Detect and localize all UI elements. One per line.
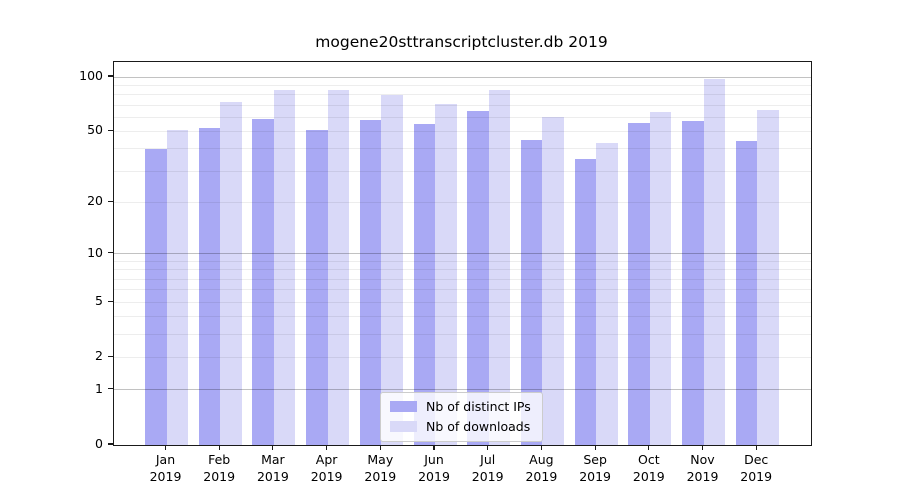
gridline-4 <box>114 316 811 318</box>
x-tick-label-oct: Oct 2019 <box>632 452 665 484</box>
y-tick-mark-0 <box>108 443 113 445</box>
gridline-8 <box>114 269 811 271</box>
x-tick-label-feb: Feb 2019 <box>203 452 236 484</box>
gridline-9 <box>114 260 811 262</box>
x-tick-label-apr: Apr 2019 <box>310 452 343 484</box>
x-tick-mark-oct <box>648 445 650 450</box>
gridline-30 <box>114 170 811 172</box>
legend-label-downloads: Nb of downloads <box>426 419 531 434</box>
gridline-3 <box>114 333 811 335</box>
x-tick-mark-dec <box>755 445 757 450</box>
y-tick-label-10: 10 <box>87 244 103 260</box>
bar-nb-of-downloads-jan <box>166 129 188 445</box>
bar-nb-of-distinct-ips-jan <box>145 148 167 445</box>
y-tick-mark-10 <box>108 252 113 254</box>
bar-nb-of-downloads-jul <box>488 89 511 445</box>
gridline-5 <box>114 301 811 303</box>
x-tick-mark-jul <box>487 445 489 450</box>
chart-title: mogene20sttranscriptcluster.db 2019 <box>315 33 608 51</box>
y-tick-label-100: 100 <box>79 68 103 83</box>
x-tick-mark-may <box>379 445 381 450</box>
x-tick-label-dec: Dec 2019 <box>740 452 773 484</box>
bar-nb-of-downloads-nov <box>703 78 725 445</box>
gridline-6 <box>114 289 811 291</box>
y-tick-label-50: 50 <box>87 122 103 138</box>
x-tick-mark-nov <box>701 445 704 450</box>
y-tick-mark-100 <box>108 75 113 77</box>
y-tick-label-20: 20 <box>87 193 103 209</box>
gridline-10 <box>114 253 811 255</box>
bar-nb-of-distinct-ips-apr <box>306 129 328 445</box>
y-tick-label-0: 0 <box>95 436 103 451</box>
bar-nb-of-downloads-jun <box>435 103 457 445</box>
bar-nb-of-distinct-ips-aug <box>520 139 543 445</box>
y-tick-mark-2 <box>108 355 113 357</box>
legend-label-distinct-ips: Nb of distinct IPs <box>426 399 531 414</box>
x-tick-label-may: May 2019 <box>364 452 397 484</box>
bar-nb-of-downloads-oct <box>649 112 672 445</box>
bar-nb-of-downloads-may <box>381 94 403 445</box>
y-tick-label-1: 1 <box>95 380 103 396</box>
gridline-1 <box>114 389 811 391</box>
x-tick-mark-jun <box>433 445 435 450</box>
x-tick-mark-jan <box>164 445 167 450</box>
bar-nb-of-distinct-ips-jul <box>467 110 489 445</box>
x-tick-mark-sep <box>594 445 596 450</box>
grid-layer <box>114 62 811 445</box>
gridline-7 <box>114 278 811 280</box>
legend-swatch-distinct-ips <box>390 401 417 412</box>
plot-area: Nb of distinct IPs Nb of downloads <box>113 61 812 446</box>
x-tick-label-mar: Mar 2019 <box>256 452 289 484</box>
x-tick-mark-aug <box>540 445 542 450</box>
bars-layer <box>114 62 811 445</box>
bar-nb-of-distinct-ips-oct <box>628 122 650 445</box>
gridline-2 <box>114 356 811 358</box>
x-tick-label-jun: Jun 2019 <box>418 452 450 484</box>
bar-nb-of-downloads-apr <box>327 89 350 445</box>
gridline-40 <box>114 148 811 150</box>
gridline-20 <box>114 201 811 203</box>
x-tick-label-jan: Jan 2019 <box>149 452 182 484</box>
gridline-90 <box>114 84 811 86</box>
bar-nb-of-distinct-ips-sep <box>574 159 597 445</box>
bar-nb-of-distinct-ips-jun <box>413 124 435 445</box>
y-tick-label-5: 5 <box>95 293 103 309</box>
bar-nb-of-distinct-ips-dec <box>735 141 758 445</box>
x-tick-label-sep: Sep 2019 <box>579 452 611 484</box>
legend-item-downloads: Nb of downloads <box>390 419 531 434</box>
legend: Nb of distinct IPs Nb of downloads <box>380 392 543 442</box>
y-tick-mark-1 <box>108 388 113 390</box>
bar-nb-of-distinct-ips-may <box>359 119 382 445</box>
bar-nb-of-downloads-dec <box>757 109 779 445</box>
bar-nb-of-distinct-ips-feb <box>198 128 221 445</box>
y-tick-label-2: 2 <box>95 348 103 364</box>
gridline-100 <box>114 76 811 78</box>
x-tick-label-jul: Jul 2019 <box>471 452 504 484</box>
gridline-60 <box>114 116 811 118</box>
x-tick-mark-apr <box>326 445 328 450</box>
bar-nb-of-distinct-ips-nov <box>682 121 704 445</box>
bar-nb-of-downloads-feb <box>220 101 242 445</box>
x-tick-mark-mar <box>272 445 274 450</box>
y-tick-mark-5 <box>108 300 113 302</box>
y-tick-mark-20 <box>108 200 113 202</box>
legend-item-distinct-ips: Nb of distinct IPs <box>390 399 531 414</box>
bar-nb-of-downloads-sep <box>596 143 618 445</box>
gridline-50 <box>114 130 811 132</box>
bar-nb-of-downloads-mar <box>273 89 296 445</box>
x-tick-label-nov: Nov 2019 <box>686 452 719 484</box>
x-tick-label-aug: Aug 2019 <box>525 452 558 484</box>
gridline-80 <box>114 94 811 96</box>
legend-swatch-downloads <box>390 421 417 432</box>
bar-nb-of-distinct-ips-mar <box>252 118 274 445</box>
bar-nb-of-downloads-aug <box>542 117 564 445</box>
y-tick-mark-50 <box>108 129 113 132</box>
x-tick-mark-feb <box>218 445 220 450</box>
gridline-70 <box>114 104 811 106</box>
